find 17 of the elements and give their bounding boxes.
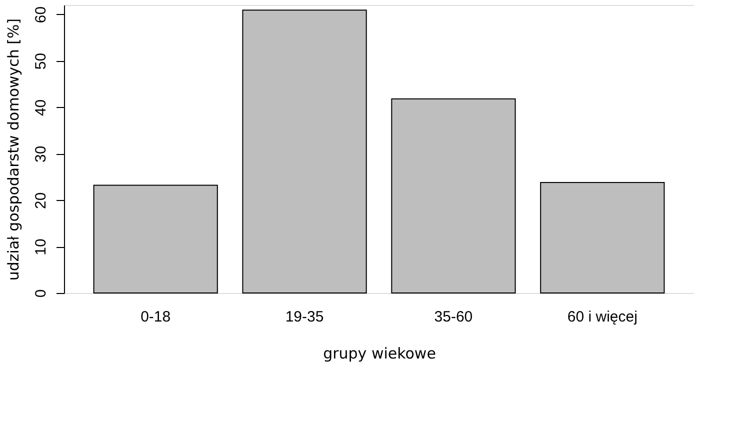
- y-tick-label: 20: [32, 192, 50, 209]
- y-tick-label: 10: [32, 238, 50, 256]
- x-axis-title: grupy wiekowe: [323, 344, 436, 362]
- bar: [242, 10, 367, 294]
- x-tick-label: 60 i więcej: [567, 308, 638, 326]
- x-tick-label: 35-60: [434, 308, 473, 326]
- y-tick-label: 60: [32, 6, 50, 24]
- y-axis-title: udział gospodarstw domowych [%]: [4, 18, 22, 281]
- bar: [540, 182, 665, 294]
- y-tick-label: 50: [32, 52, 50, 70]
- x-tick-label: 0-18: [140, 308, 171, 326]
- y-tick-label: 30: [32, 146, 50, 162]
- x-tick-label: 19-35: [285, 308, 324, 326]
- bar: [391, 98, 516, 294]
- y-tick-label: 0: [32, 289, 50, 298]
- y-tick-label: 40: [32, 99, 50, 116]
- bar: [93, 184, 218, 294]
